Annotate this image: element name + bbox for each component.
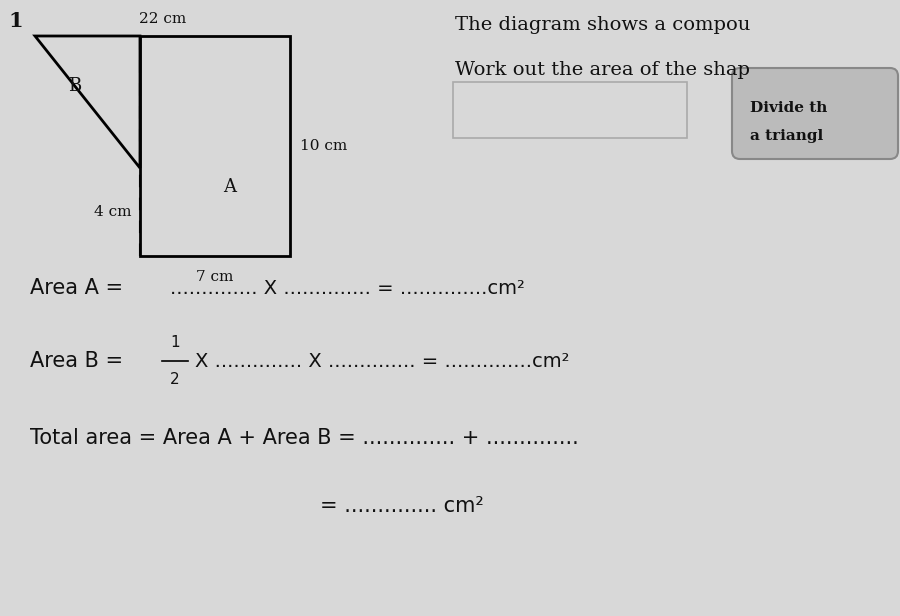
Text: 2: 2: [170, 372, 180, 387]
Text: 1: 1: [170, 335, 180, 350]
Text: Area B =: Area B =: [30, 351, 130, 371]
Text: 22 cm: 22 cm: [139, 12, 186, 26]
Text: A: A: [223, 178, 237, 196]
Text: X .............. X .............. = ..............cm²: X .............. X .............. = ....…: [195, 352, 570, 370]
Text: 4 cm: 4 cm: [94, 205, 132, 219]
Text: 10 cm: 10 cm: [300, 139, 347, 153]
Text: 1: 1: [8, 11, 22, 31]
Text: = .............. cm²: = .............. cm²: [320, 496, 484, 516]
Text: Divide th: Divide th: [750, 101, 827, 115]
Text: Area A =: Area A =: [30, 278, 130, 298]
FancyBboxPatch shape: [732, 68, 898, 159]
Text: Work out the area of the shap: Work out the area of the shap: [455, 61, 750, 79]
Text: The diagram shows a compou: The diagram shows a compou: [455, 16, 751, 34]
Text: 7 cm: 7 cm: [196, 270, 234, 284]
Text: .............. X .............. = ..............cm²: .............. X .............. = ......…: [170, 278, 525, 298]
Text: B: B: [68, 77, 82, 95]
Text: a triangl: a triangl: [750, 129, 824, 143]
Text: Total area = Area A + Area B = .............. + ..............: Total area = Area A + Area B = .........…: [30, 428, 579, 448]
